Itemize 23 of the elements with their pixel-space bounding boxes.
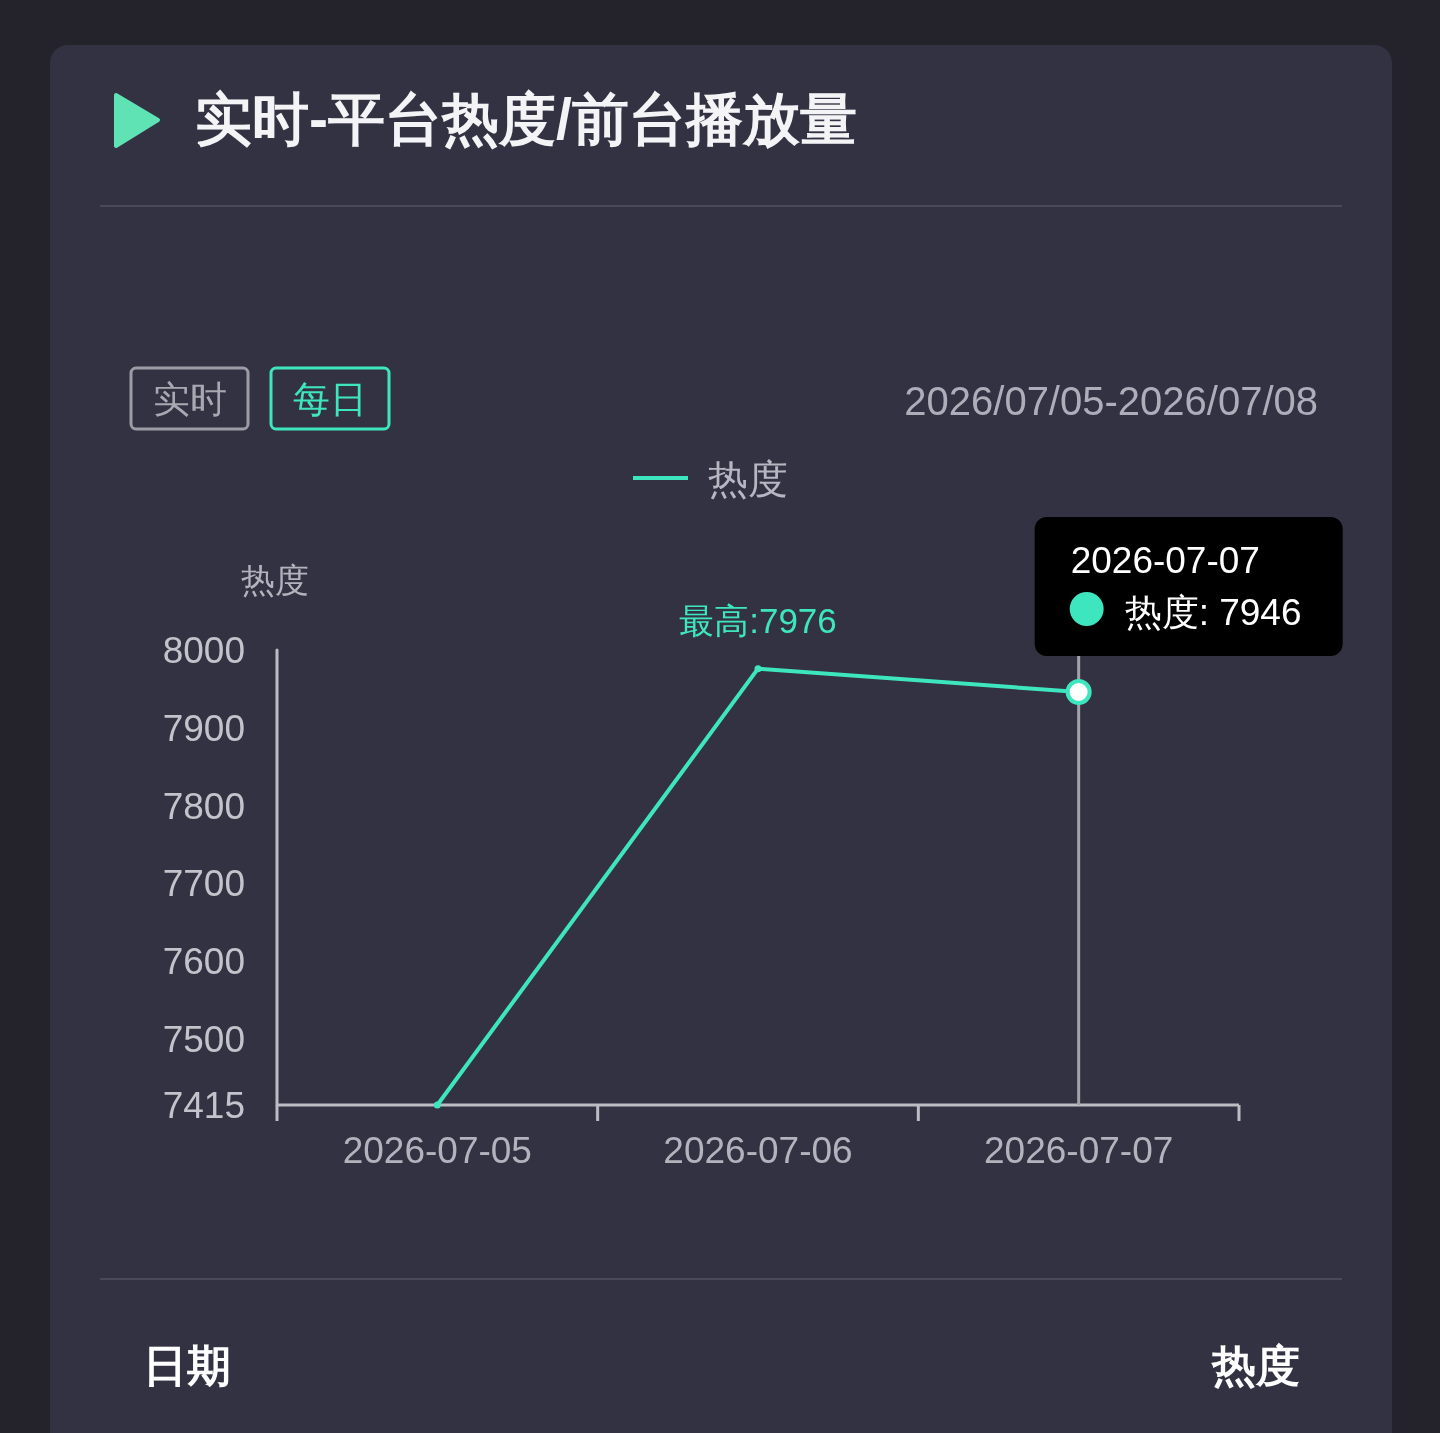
y-tick-label: 8000 <box>162 630 245 671</box>
legend-label: 热度 <box>708 457 788 501</box>
y-tick-label: 7415 <box>162 1085 245 1126</box>
text: 2026-07-07 <box>1070 540 1260 581</box>
point <box>754 665 762 673</box>
data-label: 最高:7976 <box>679 600 837 640</box>
chart-title: 实时-平台热度/前台播放量 <box>195 87 857 151</box>
y-axis-title: 热度 <box>241 561 309 599</box>
x-tick-label: 2026-07-07 <box>984 1130 1174 1171</box>
text: 每日 <box>293 379 367 420</box>
y-tick-label: 7500 <box>162 1018 245 1060</box>
y-tick-label: 7600 <box>162 941 245 983</box>
text: 实时 <box>152 379 227 420</box>
point <box>433 1101 441 1109</box>
chart-subtitle: 2026/07/05-2026/07/08 <box>904 379 1318 423</box>
y-tick-label: 7900 <box>162 707 245 749</box>
text: 热度 <box>1211 1341 1300 1390</box>
y-tick-label: 7800 <box>162 785 245 827</box>
x-tick-label: 2026-07-05 <box>342 1130 532 1171</box>
annotation: 热度: 7946 <box>1124 592 1302 633</box>
x-tick-label: 2026-07-06 <box>663 1130 853 1171</box>
text: 日期 <box>143 1341 231 1390</box>
y-tick-label: 7700 <box>162 863 245 905</box>
